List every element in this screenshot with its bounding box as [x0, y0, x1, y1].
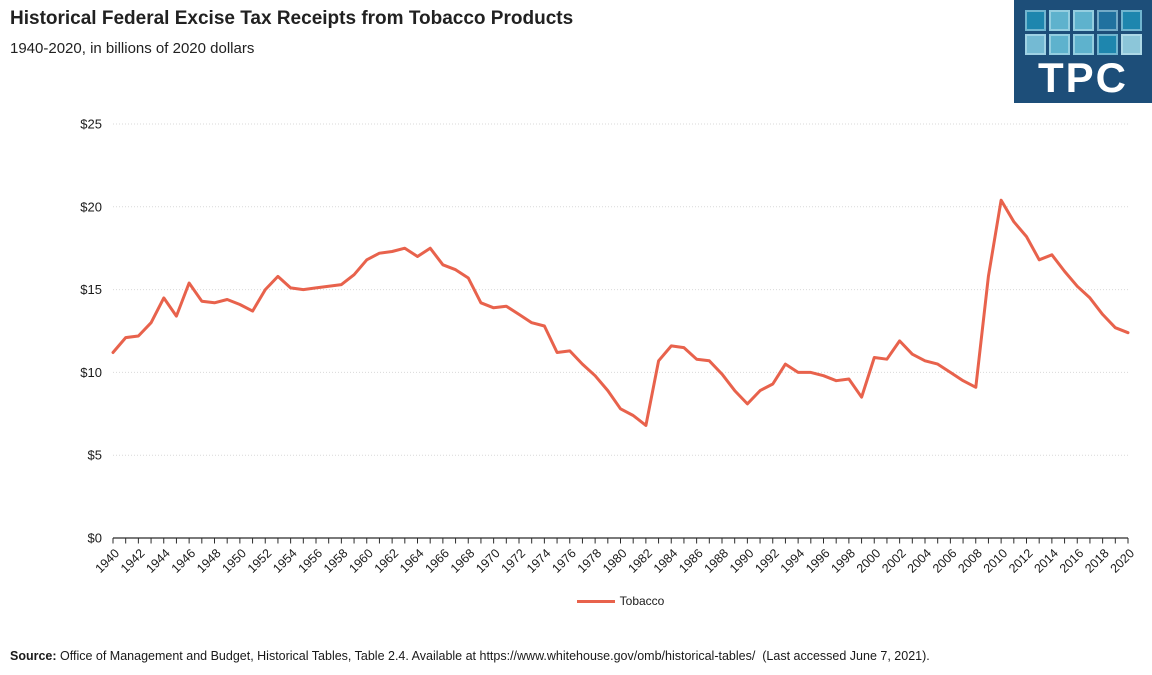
y-axis-label: $25 — [80, 117, 102, 132]
x-axis-label: 1990 — [727, 546, 757, 576]
chart-subtitle: 1940-2020, in billions of 2020 dollars — [10, 40, 255, 57]
logo-square — [1096, 10, 1118, 31]
x-axis-label: 1956 — [296, 546, 326, 576]
x-axis-label: 1952 — [245, 546, 275, 576]
y-axis-label: $20 — [80, 199, 102, 214]
x-axis-label: 2018 — [1082, 546, 1112, 576]
x-axis-label: 2004 — [905, 546, 935, 576]
x-axis-label: 2008 — [955, 546, 985, 576]
source-note: Source: Office of Management and Budget,… — [10, 649, 930, 663]
x-axis-label: 2002 — [879, 546, 909, 576]
x-axis-label: 1978 — [575, 546, 605, 576]
x-axis-label: 1954 — [270, 546, 300, 576]
logo-square-grid — [1024, 10, 1142, 55]
x-axis-label: 1948 — [194, 546, 224, 576]
logo-square — [1024, 10, 1046, 31]
x-axis-label: 1982 — [625, 546, 655, 576]
x-axis-label: 1964 — [397, 546, 427, 576]
y-axis-label: $5 — [88, 448, 102, 463]
logo-square — [1120, 34, 1142, 55]
x-axis-label: 1960 — [346, 546, 376, 576]
x-axis-label: 1984 — [651, 546, 681, 576]
x-axis-label: 2010 — [981, 546, 1011, 576]
x-axis-label: 1944 — [143, 546, 173, 576]
source-label: Source: — [10, 649, 57, 663]
x-axis-label: 1946 — [169, 546, 199, 576]
x-axis-label: 2020 — [1108, 546, 1138, 576]
logo-square — [1048, 10, 1070, 31]
x-axis-label: 2000 — [854, 546, 884, 576]
x-axis-label: 1974 — [524, 546, 554, 576]
logo-square — [1072, 10, 1094, 31]
x-axis-label: 1972 — [499, 546, 529, 576]
logo-square — [1096, 34, 1118, 55]
x-axis-label: 1992 — [752, 546, 782, 576]
chart-title: Historical Federal Excise Tax Receipts f… — [10, 8, 574, 29]
legend-line-swatch — [576, 599, 615, 603]
x-axis-label: 2006 — [930, 546, 960, 576]
logo-square — [1024, 34, 1046, 55]
x-axis-label: 1968 — [448, 546, 478, 576]
x-axis-label: 1998 — [828, 546, 858, 576]
source-text: Office of Management and Budget, Histori… — [56, 649, 930, 663]
logo-square — [1072, 34, 1094, 55]
x-axis-label: 2016 — [1057, 546, 1087, 576]
x-axis-label: 1962 — [372, 546, 402, 576]
x-axis-label: 1976 — [549, 546, 579, 576]
x-axis-label: 1988 — [702, 546, 732, 576]
x-axis-label: 1994 — [778, 546, 808, 576]
tpc-logo-text: TPC — [1038, 54, 1128, 101]
tpc-logo: TPC — [1014, 0, 1152, 103]
x-axis-label: 2014 — [1031, 546, 1061, 576]
tobacco-line — [111, 198, 1130, 427]
legend-label: Tobacco — [619, 594, 665, 608]
x-axis-label: 1970 — [473, 546, 503, 576]
x-axis-label: 1958 — [321, 546, 351, 576]
x-axis-label: 1940 — [93, 546, 123, 576]
y-axis-label: $10 — [80, 365, 102, 380]
x-axis-label: 1942 — [118, 546, 148, 576]
x-axis-label: 1996 — [803, 546, 833, 576]
y-axis-label: $0 — [88, 531, 102, 546]
x-axis-label: 2012 — [1006, 546, 1036, 576]
x-axis-label: 1966 — [422, 546, 452, 576]
x-axis-label: 1950 — [219, 546, 249, 576]
y-axis-label: $15 — [80, 282, 102, 297]
logo-square — [1048, 34, 1070, 55]
x-axis-label: 1980 — [600, 546, 630, 576]
legend: Tobacco — [113, 594, 1128, 608]
tobacco-line-chart: $0 $5 $10 $15 $20 $25 194019421944194619481950… — [80, 117, 1138, 576]
logo-square — [1120, 10, 1142, 31]
x-axis-label: 1986 — [676, 546, 706, 576]
